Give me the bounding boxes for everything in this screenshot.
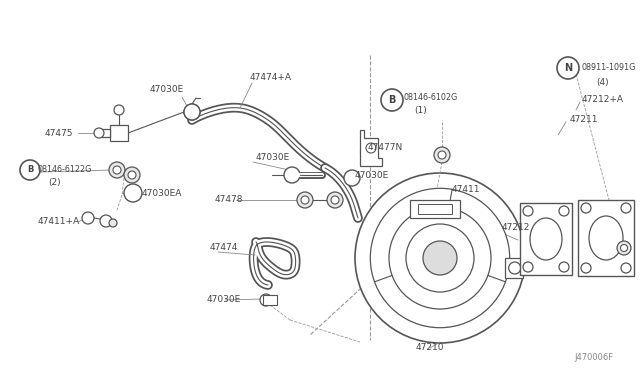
- Circle shape: [406, 224, 474, 292]
- Circle shape: [109, 162, 125, 178]
- Circle shape: [297, 192, 313, 208]
- Text: 47411+A: 47411+A: [38, 218, 80, 227]
- Circle shape: [381, 89, 403, 111]
- Circle shape: [344, 170, 360, 186]
- Circle shape: [621, 203, 631, 213]
- Text: N: N: [564, 63, 572, 73]
- Circle shape: [366, 143, 376, 153]
- Circle shape: [113, 166, 121, 174]
- Text: 47474+A: 47474+A: [250, 74, 292, 83]
- Bar: [418, 204, 452, 214]
- Circle shape: [371, 188, 509, 328]
- Text: 08146-6122G: 08146-6122G: [38, 166, 92, 174]
- Bar: [110, 125, 128, 141]
- Text: 47212: 47212: [502, 224, 531, 232]
- Text: 47477N: 47477N: [368, 144, 403, 153]
- Circle shape: [557, 57, 579, 79]
- Circle shape: [114, 105, 124, 115]
- Circle shape: [389, 207, 491, 309]
- Circle shape: [523, 262, 533, 272]
- Text: 47474: 47474: [210, 244, 238, 253]
- Circle shape: [100, 215, 112, 227]
- Ellipse shape: [589, 216, 623, 260]
- Circle shape: [621, 263, 631, 273]
- Text: (1): (1): [414, 106, 427, 115]
- Circle shape: [559, 262, 569, 272]
- Bar: [505, 258, 523, 278]
- Circle shape: [128, 171, 136, 179]
- Text: 47212+A: 47212+A: [582, 96, 624, 105]
- Bar: [101, 129, 110, 137]
- Circle shape: [327, 192, 343, 208]
- Circle shape: [434, 147, 450, 163]
- Circle shape: [509, 262, 521, 274]
- Circle shape: [331, 196, 339, 204]
- Circle shape: [184, 104, 200, 120]
- Text: 47030E: 47030E: [207, 295, 241, 305]
- Text: 08911-1091G: 08911-1091G: [582, 64, 636, 73]
- Text: 47411: 47411: [452, 186, 481, 195]
- Circle shape: [621, 244, 627, 251]
- Ellipse shape: [530, 218, 562, 260]
- Bar: [520, 203, 572, 275]
- Circle shape: [94, 128, 104, 138]
- Bar: [578, 200, 634, 276]
- Text: 47030E: 47030E: [256, 153, 291, 161]
- Text: B: B: [27, 166, 33, 174]
- Circle shape: [559, 206, 569, 216]
- Text: 47211: 47211: [570, 115, 598, 125]
- Text: J470006F: J470006F: [574, 353, 613, 362]
- Polygon shape: [360, 130, 382, 166]
- Circle shape: [523, 206, 533, 216]
- Circle shape: [109, 219, 117, 227]
- Text: 47030E: 47030E: [150, 84, 184, 93]
- Circle shape: [82, 212, 94, 224]
- Circle shape: [124, 167, 140, 183]
- Text: 47030EA: 47030EA: [142, 189, 182, 198]
- Text: (4): (4): [596, 77, 609, 87]
- Circle shape: [355, 173, 525, 343]
- Circle shape: [260, 294, 272, 306]
- Circle shape: [124, 184, 142, 202]
- Circle shape: [617, 241, 631, 255]
- Circle shape: [184, 104, 200, 120]
- Circle shape: [423, 241, 457, 275]
- Text: 47478: 47478: [215, 196, 243, 205]
- Circle shape: [301, 196, 309, 204]
- Circle shape: [581, 203, 591, 213]
- Text: 08146-6102G: 08146-6102G: [404, 93, 458, 102]
- Circle shape: [20, 160, 40, 180]
- Circle shape: [284, 167, 300, 183]
- Circle shape: [581, 263, 591, 273]
- Bar: [263, 295, 277, 305]
- Bar: [410, 200, 460, 218]
- Text: 47030E: 47030E: [355, 170, 389, 180]
- Text: B: B: [388, 95, 396, 105]
- Text: 47210: 47210: [416, 343, 444, 353]
- Circle shape: [438, 151, 446, 159]
- Text: (2): (2): [48, 177, 61, 186]
- Text: 47475: 47475: [45, 128, 74, 138]
